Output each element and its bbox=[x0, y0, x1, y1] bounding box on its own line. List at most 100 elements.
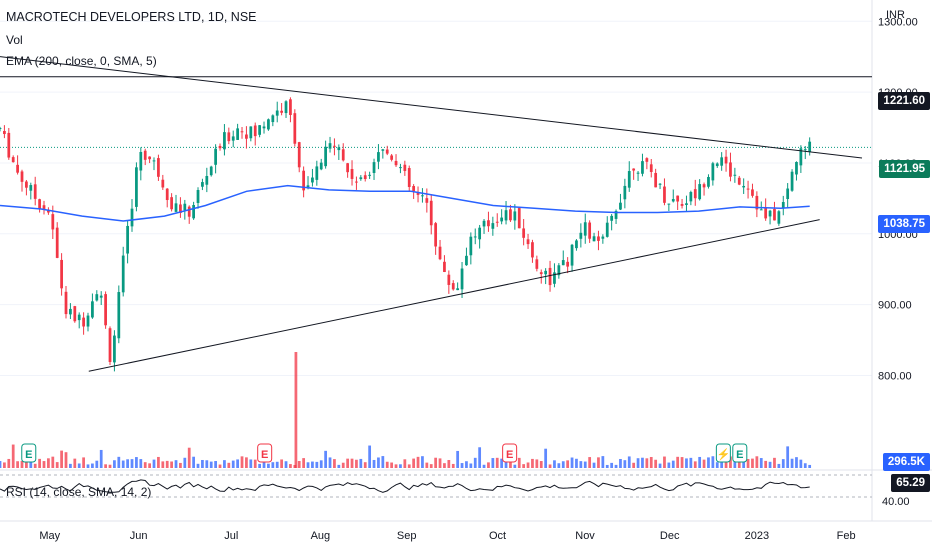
volume-bar bbox=[7, 458, 11, 468]
candle bbox=[99, 295, 103, 298]
upper-trendline bbox=[0, 56, 863, 159]
candle bbox=[548, 267, 552, 286]
volume-bar bbox=[698, 456, 702, 468]
candle bbox=[25, 181, 28, 188]
volume-bar bbox=[280, 459, 284, 468]
event-marker[interactable]: E bbox=[257, 443, 273, 463]
volume-bar bbox=[139, 459, 143, 468]
candle bbox=[179, 204, 182, 213]
volume-bar bbox=[236, 459, 239, 468]
event-marker[interactable]: ⚡ bbox=[715, 443, 731, 463]
volume-bar bbox=[605, 464, 609, 468]
candle bbox=[412, 186, 416, 192]
volume-bar bbox=[240, 456, 244, 468]
volume-bar bbox=[561, 461, 565, 468]
volume-bar bbox=[16, 461, 19, 468]
candle bbox=[724, 156, 728, 164]
candle bbox=[702, 184, 706, 188]
candle bbox=[117, 292, 121, 339]
volume-bar bbox=[218, 464, 222, 468]
candle bbox=[715, 163, 719, 167]
time-tick-label: Aug bbox=[311, 530, 331, 542]
volume-bar bbox=[645, 458, 649, 468]
volume-bar bbox=[258, 463, 261, 468]
volume-bar bbox=[284, 461, 288, 468]
rsi-legend[interactable]: RSI (14, close, SMA, 14, 2) bbox=[6, 485, 152, 499]
volume-bar bbox=[773, 457, 776, 468]
candle bbox=[434, 223, 438, 247]
volume-bar bbox=[737, 457, 741, 468]
volume-bar bbox=[324, 450, 328, 468]
candle bbox=[16, 164, 19, 173]
candle bbox=[500, 217, 504, 222]
candle bbox=[478, 227, 482, 240]
volume-bar bbox=[513, 464, 517, 468]
event-marker[interactable]: E bbox=[21, 443, 37, 463]
volume-bar bbox=[443, 463, 446, 468]
candle bbox=[130, 208, 134, 227]
volume-legend[interactable]: Vol bbox=[6, 33, 23, 47]
candle bbox=[11, 157, 15, 163]
event-marker-badge bbox=[257, 443, 273, 463]
candle bbox=[69, 308, 72, 315]
volume-bar bbox=[803, 463, 807, 468]
volume-bar bbox=[649, 456, 653, 468]
volume-bar bbox=[407, 464, 411, 468]
candle bbox=[553, 272, 556, 284]
candle bbox=[799, 148, 803, 166]
candle bbox=[170, 197, 173, 210]
volume-bar bbox=[469, 463, 473, 468]
candle bbox=[368, 174, 372, 176]
volume-bar bbox=[588, 457, 592, 468]
event-marker[interactable]: E bbox=[502, 443, 518, 463]
candle bbox=[605, 222, 609, 237]
volume-bar bbox=[632, 462, 636, 468]
volume-bar bbox=[82, 457, 85, 468]
volume-value-tag: 296.5K bbox=[882, 453, 930, 471]
volume-bar bbox=[447, 460, 451, 468]
volume-bar bbox=[297, 461, 301, 468]
volume-bar bbox=[478, 447, 482, 468]
event-marker-badge bbox=[21, 443, 37, 463]
event-marker-label: E bbox=[261, 449, 268, 461]
candle bbox=[535, 259, 539, 269]
volume-bar bbox=[799, 459, 803, 468]
volume-bar bbox=[460, 463, 464, 468]
volume-bar bbox=[157, 456, 160, 468]
ema-value-tag: 1038.75 bbox=[878, 215, 930, 233]
volume-bar bbox=[381, 456, 385, 468]
volume-bar bbox=[214, 461, 217, 468]
ema-legend[interactable]: EMA (200, close, 0, SMA, 5) bbox=[6, 54, 157, 68]
volume-bar bbox=[742, 460, 746, 468]
candle bbox=[236, 128, 239, 140]
volume-bar bbox=[491, 458, 495, 468]
candle bbox=[346, 163, 350, 173]
candle bbox=[38, 199, 41, 209]
event-marker[interactable]: E bbox=[732, 443, 748, 463]
volume-bar bbox=[73, 458, 77, 468]
volume-bar bbox=[368, 445, 372, 468]
candle bbox=[196, 190, 200, 203]
volume-bar bbox=[377, 457, 380, 468]
volume-bar bbox=[187, 447, 191, 468]
volume-bar bbox=[33, 463, 37, 468]
volume-bar bbox=[249, 459, 253, 468]
candle bbox=[271, 115, 275, 123]
candle bbox=[658, 183, 662, 185]
candle bbox=[381, 149, 385, 151]
volume-bar bbox=[733, 460, 737, 468]
candle bbox=[676, 195, 680, 202]
event-marker-label: E bbox=[25, 449, 32, 461]
time-tick-label: May bbox=[39, 530, 60, 542]
candle bbox=[306, 185, 310, 188]
candle bbox=[3, 130, 6, 135]
volume-bar bbox=[707, 457, 710, 468]
volume-bar bbox=[768, 461, 772, 468]
time-tick-label: Oct bbox=[489, 530, 506, 542]
candle bbox=[311, 177, 314, 183]
candle bbox=[214, 148, 217, 165]
volume-bar bbox=[108, 464, 112, 468]
candle bbox=[104, 294, 107, 326]
candle bbox=[663, 186, 666, 203]
